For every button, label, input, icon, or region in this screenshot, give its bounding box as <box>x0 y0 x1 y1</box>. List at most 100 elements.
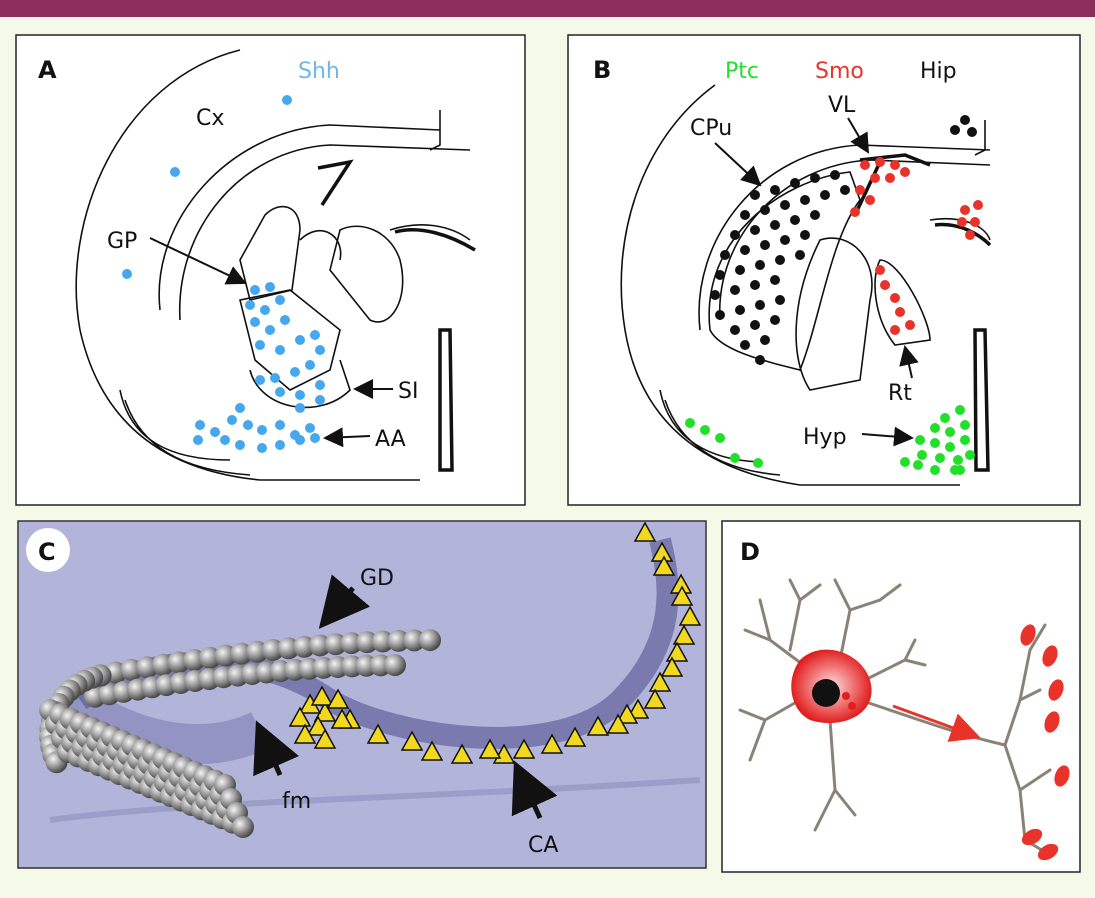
hip-dot <box>770 315 780 325</box>
pyramidal-triangle <box>310 685 334 706</box>
shh-dot <box>193 435 203 445</box>
smo-dot <box>890 325 900 335</box>
panel-b: B Ptc Smo Hip CPu VL Rt Hyp <box>567 34 1081 506</box>
shh-dot <box>265 282 275 292</box>
smo-dot <box>960 205 970 215</box>
hip-dot <box>775 295 785 305</box>
smo-dot <box>973 200 983 210</box>
label-hyp: Hyp <box>803 425 847 450</box>
label-si: SI <box>398 379 418 404</box>
shh-dot <box>275 387 285 397</box>
pyramidal-triangle <box>626 698 650 719</box>
hip-dot <box>967 127 977 137</box>
pyramidal-triangle <box>615 703 639 724</box>
smo-dot <box>890 293 900 303</box>
shh-dot <box>257 425 267 435</box>
ptc-dot <box>715 433 725 443</box>
granule-sphere <box>384 654 406 677</box>
expression-dots <box>685 115 983 475</box>
smo-dot <box>905 320 915 330</box>
pyramidal-triangle <box>512 738 536 759</box>
shh-dot <box>227 415 237 425</box>
label-cpu: CPu <box>690 116 732 141</box>
axon-terminals <box>1020 624 1070 861</box>
shh-dot <box>315 395 325 405</box>
hip-dot <box>820 190 830 200</box>
hip-dot <box>810 210 820 220</box>
hip-dot <box>755 260 765 270</box>
pyramidal-triangle <box>540 733 564 754</box>
shh-dot <box>265 325 275 335</box>
shh-dot <box>250 317 260 327</box>
pyramidal-triangle <box>478 738 502 759</box>
smo-dot <box>855 185 865 195</box>
panel-a: A Shh Cx GP SI AA <box>15 34 526 506</box>
hip-dot <box>770 220 780 230</box>
smo-dot <box>865 195 875 205</box>
ptc-dot <box>700 425 710 435</box>
ptc-dot <box>930 423 940 433</box>
hip-dot <box>730 325 740 335</box>
ptc-dot <box>913 460 923 470</box>
panel-letter: B <box>593 56 611 84</box>
label-gd: GD <box>360 566 394 591</box>
hip-dot <box>730 230 740 240</box>
pyramidal-triangle <box>326 688 350 709</box>
shh-dot <box>280 315 290 325</box>
pyramidal-triangle <box>563 726 587 747</box>
shh-dot <box>250 285 260 295</box>
hip-dot <box>715 310 725 320</box>
signal-direction-arrow <box>892 704 981 742</box>
shh-dot <box>295 335 305 345</box>
hip-dot <box>730 285 740 295</box>
ptc-dot <box>955 405 965 415</box>
shh-dot <box>295 435 305 445</box>
smo-dot <box>957 217 967 227</box>
shh-dot <box>210 427 220 437</box>
pyramidal-triangle <box>678 605 702 626</box>
smo-dot <box>895 307 905 317</box>
pyramidal-triangle <box>450 743 474 764</box>
hip-dot <box>800 195 810 205</box>
hip-dot <box>950 125 960 135</box>
shh-dot <box>315 380 325 390</box>
smo-dot <box>875 265 885 275</box>
pyramidal-triangle <box>306 715 330 736</box>
pyramidal-triangle <box>652 555 676 576</box>
shh-dot <box>315 345 325 355</box>
top-bar <box>0 0 1095 17</box>
hip-dot <box>740 210 750 220</box>
granule-sphere <box>403 629 426 652</box>
shh-dot <box>275 295 285 305</box>
pyramidal-triangle <box>648 671 672 692</box>
ptc-dot <box>965 450 975 460</box>
granule-sphere <box>232 816 254 838</box>
granule-sphere <box>356 631 379 654</box>
ptc-dot <box>753 458 763 468</box>
ptc-dot <box>945 427 955 437</box>
hip-dot <box>795 250 805 260</box>
hip-dot <box>750 280 760 290</box>
ptc-dot <box>960 435 970 445</box>
shh-dot <box>310 330 320 340</box>
hip-dot <box>715 270 725 280</box>
ptc-dot <box>915 435 925 445</box>
label-ca: CA <box>528 833 558 858</box>
hip-dot <box>770 275 780 285</box>
pyramidal-triangle <box>633 521 657 542</box>
shh-dot <box>255 375 265 385</box>
hip-dot <box>800 230 810 240</box>
hip-dot <box>750 225 760 235</box>
shh-dot <box>275 440 285 450</box>
shh-dot <box>255 340 265 350</box>
hip-dot <box>770 185 780 195</box>
hip-dot <box>780 200 790 210</box>
label-vl: VL <box>828 93 856 118</box>
hip-dot <box>750 190 760 200</box>
granule-sphere <box>387 629 410 652</box>
smo-dot <box>965 230 975 240</box>
hip-dot <box>790 178 800 188</box>
pyramidal-triangle <box>313 728 337 749</box>
pyramidal-triangle <box>660 656 684 677</box>
shh-dot <box>245 300 255 310</box>
